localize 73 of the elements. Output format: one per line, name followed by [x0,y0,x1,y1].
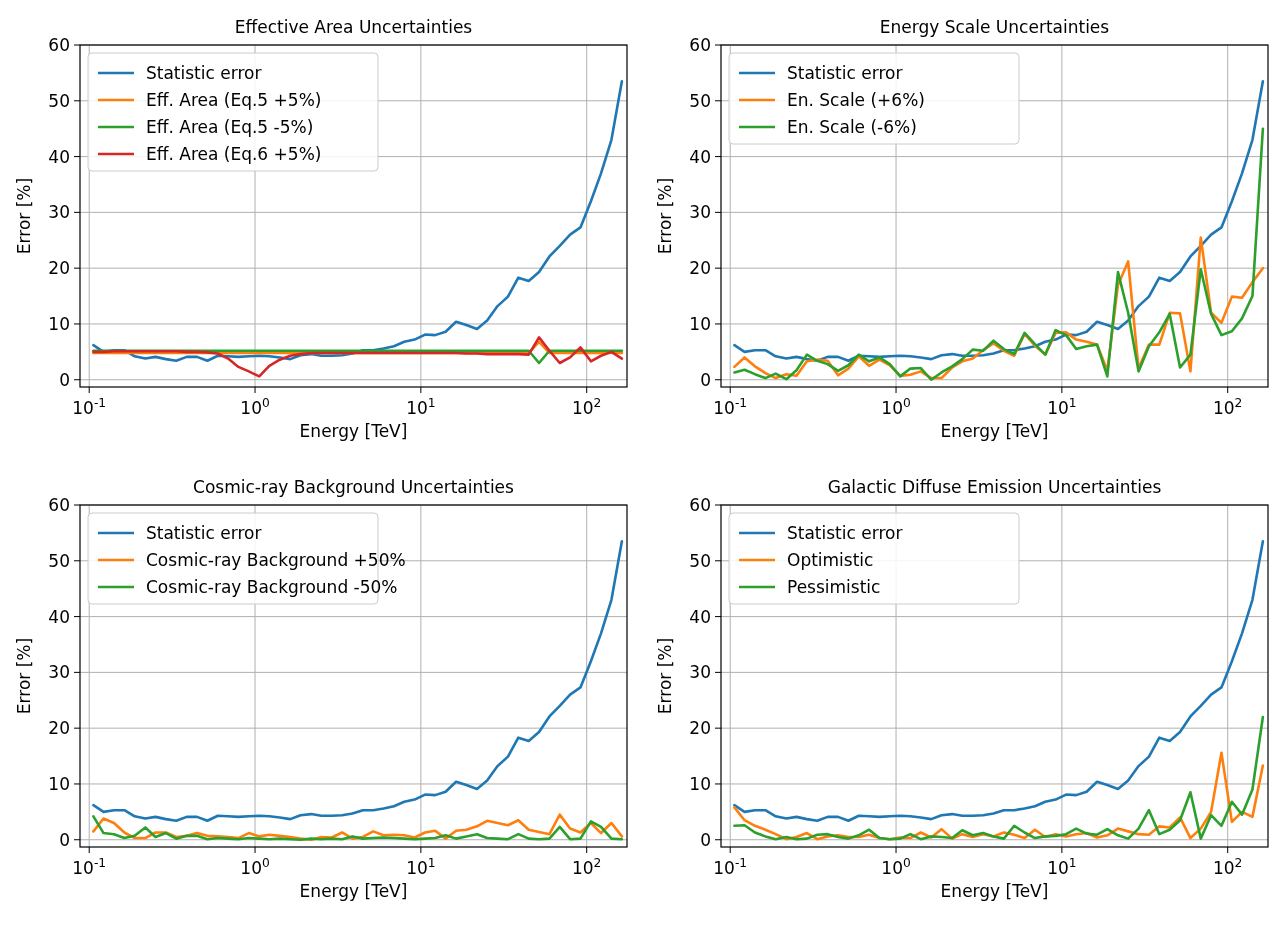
y-tick-label: 10 [48,773,70,794]
legend-label: Statistic error [146,522,262,543]
y-tick-label: 60 [48,34,70,55]
y-tick-label: 60 [48,494,70,515]
y-tick-label: 20 [48,718,70,739]
y-tick-label: 30 [689,662,711,683]
x-tick-label: 10$^{2}$ [571,856,602,878]
y-tick-label: 30 [48,662,70,683]
y-tick-label: 10 [689,313,711,334]
line-series [733,715,1265,841]
legend-label: Cosmic-ray Background +50% [146,549,406,570]
x-axis-title: Energy [TeV] [299,881,408,901]
x-tick-label: 10$^{-1}$ [713,856,748,878]
y-axis-title: Error [%] [14,637,34,715]
y-tick-label: 10 [48,313,70,334]
legend-label: Statistic error [787,62,903,83]
x-tick-label: 10$^{-1}$ [72,856,107,878]
y-axis-title: Error [%] [655,637,675,715]
y-tick-label: 60 [689,494,711,515]
line-series [92,336,624,378]
x-tick-label: 10$^{2}$ [571,396,602,418]
x-tick-label: 10$^{0}$ [240,856,270,878]
y-tick-label: 60 [689,34,711,55]
legend-label: En. Scale (+6%) [787,89,925,110]
chart-title: Energy Scale Uncertainties [879,17,1110,37]
y-tick-label: 30 [48,202,70,223]
line-series [733,539,1265,823]
x-tick-label: 10$^{0}$ [240,396,270,418]
y-tick-label: 20 [689,258,711,279]
y-tick-label: 40 [689,606,711,627]
legend-label: Statistic error [787,522,903,543]
y-tick-label: 0 [59,369,70,390]
y-tick-label: 40 [689,146,711,167]
x-tick-label: 10$^{1}$ [406,396,436,418]
x-tick-label: 10$^{1}$ [1047,396,1077,418]
x-axis-title: Energy [TeV] [299,421,408,441]
legend-label: Statistic error [146,62,262,83]
legend-label: Pessimistic [787,576,881,597]
x-tick-label: 10$^{-1}$ [72,396,107,418]
x-tick-label: 10$^{0}$ [881,856,911,878]
y-tick-label: 0 [59,829,70,850]
chart-title: Effective Area Uncertainties [234,17,473,37]
y-tick-label: 0 [700,369,711,390]
y-tick-label: 50 [48,90,70,111]
legend-label: Optimistic [787,549,874,570]
x-tick-label: 10$^{2}$ [1212,396,1243,418]
chart-title: Cosmic-ray Background Uncertainties [193,477,515,497]
y-tick-label: 20 [48,258,70,279]
y-tick-label: 30 [689,202,711,223]
y-tick-label: 10 [689,773,711,794]
y-axis-title: Error [%] [14,177,34,255]
x-tick-label: 10$^{1}$ [1047,856,1077,878]
line-series [92,539,624,823]
legend-label: Eff. Area (Eq.5 -5%) [146,116,314,137]
y-tick-label: 40 [48,146,70,167]
chart-title: Galactic Diffuse Emission Uncertainties [827,477,1162,497]
y-tick-label: 0 [700,829,711,850]
y-axis-title: Error [%] [655,177,675,255]
legend-label: Eff. Area (Eq.6 +5%) [146,143,322,164]
x-tick-label: 10$^{-1}$ [713,396,748,418]
x-tick-label: 10$^{0}$ [881,396,911,418]
y-tick-label: 20 [689,718,711,739]
y-tick-label: 40 [48,606,70,627]
x-tick-label: 10$^{2}$ [1212,856,1243,878]
legend-label: En. Scale (-6%) [787,116,917,137]
legend-label: Eff. Area (Eq.5 +5%) [146,89,322,110]
legend-label: Cosmic-ray Background -50% [146,576,398,597]
y-tick-label: 50 [689,90,711,111]
x-axis-title: Energy [TeV] [940,881,1049,901]
x-axis-title: Energy [TeV] [940,421,1049,441]
y-tick-label: 50 [689,550,711,571]
y-tick-label: 50 [48,550,70,571]
x-tick-label: 10$^{1}$ [406,856,436,878]
